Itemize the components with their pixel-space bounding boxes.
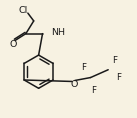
Text: F: F bbox=[81, 63, 86, 72]
Text: F: F bbox=[91, 86, 96, 95]
Text: O: O bbox=[9, 40, 17, 49]
Text: NH: NH bbox=[51, 28, 65, 37]
Text: O: O bbox=[70, 80, 78, 89]
Text: F: F bbox=[112, 56, 118, 65]
Text: Cl: Cl bbox=[18, 6, 28, 15]
Text: F: F bbox=[116, 73, 122, 82]
